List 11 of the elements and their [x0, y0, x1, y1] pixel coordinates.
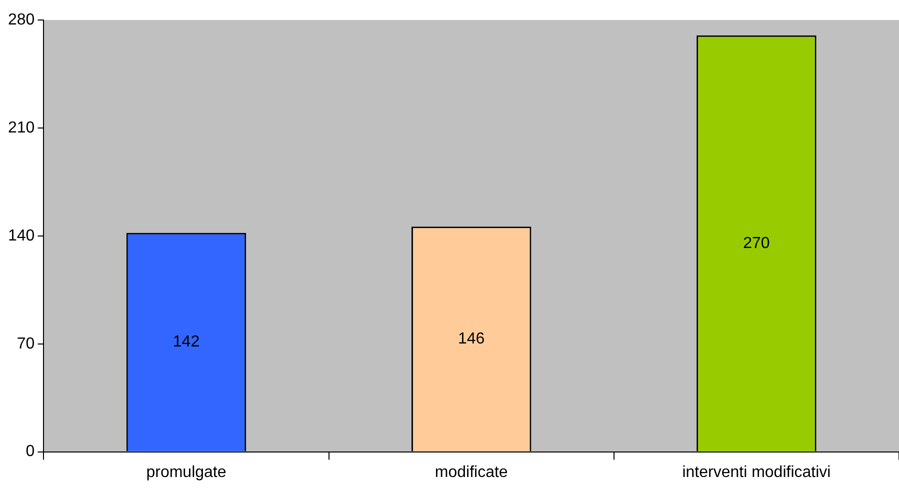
y-tick-label: 70	[16, 335, 35, 352]
y-tick-label: 140	[8, 227, 35, 244]
y-tick-label: 0	[26, 443, 35, 460]
x-tick-label: modificate	[434, 464, 508, 481]
x-tick-label: interventi modificativi	[682, 464, 831, 481]
data-label: 270	[743, 234, 770, 252]
data-label: 142	[172, 333, 200, 350]
data-label: 146	[458, 330, 485, 348]
y-tick-label: 280	[8, 11, 35, 28]
x-tick-label: promulgate	[146, 464, 226, 481]
y-tick-label: 210	[8, 119, 35, 136]
